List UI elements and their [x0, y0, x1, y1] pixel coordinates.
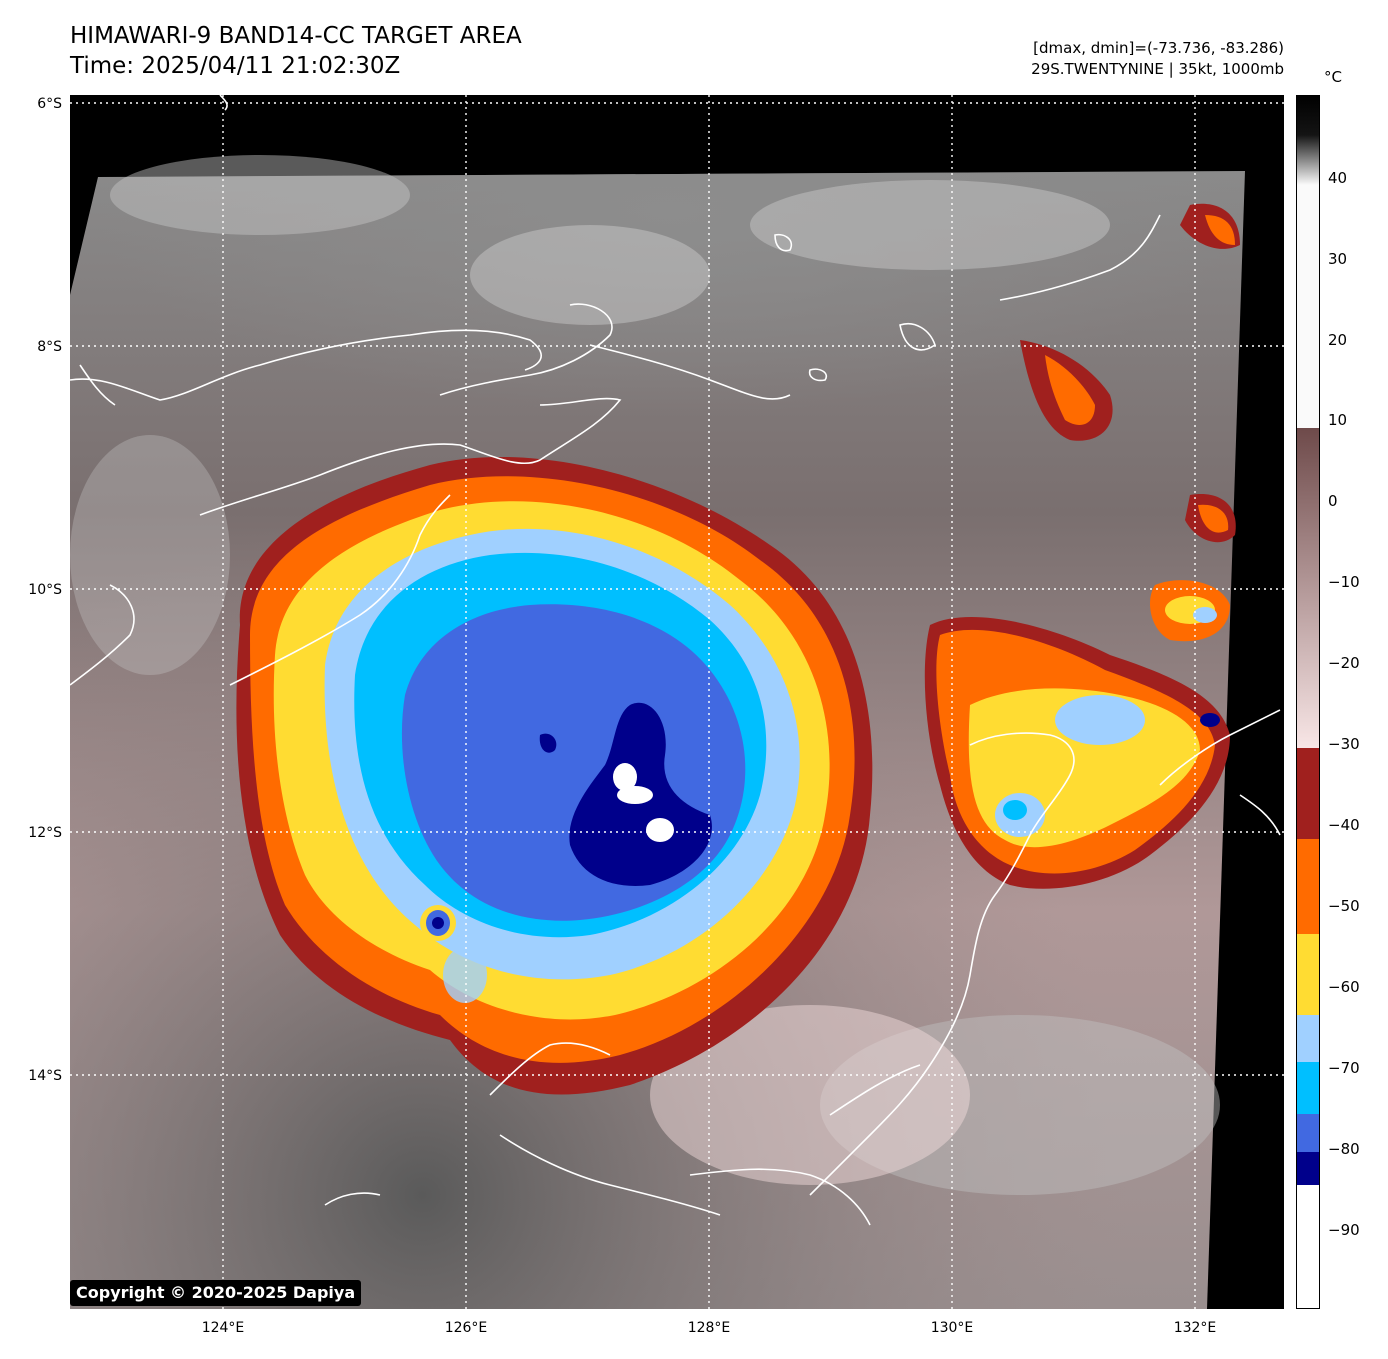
colorbar-tick-minus20: −20 — [1328, 654, 1360, 672]
coastlines — [70, 95, 1281, 1226]
dminmax-readout: [dmax, dmin]=(-73.736, -83.286) — [1033, 39, 1284, 57]
colorbar-tick-minus70: −70 — [1328, 1059, 1360, 1077]
colorbar-tick-minus10: −10 — [1328, 573, 1360, 591]
colorbar-tick-minus40: −40 — [1328, 816, 1360, 834]
colorbar-tick-minus30: −30 — [1328, 735, 1360, 753]
temperature-colorbar — [1296, 95, 1320, 1309]
lon-label-130e: 130°E — [930, 1320, 974, 1336]
colorbar-tick-20: 20 — [1328, 331, 1348, 349]
lon-label-128e: 128°E — [687, 1320, 731, 1336]
lat-label-12s: 12°S — [28, 825, 62, 841]
main-convection — [236, 456, 873, 1095]
colorbar-unit: °C — [1324, 68, 1342, 86]
colorbar-tick-40: 40 — [1328, 169, 1348, 187]
colorbar-tick-30: 30 — [1328, 250, 1348, 268]
northeast-convection — [1020, 203, 1240, 543]
colorbar-tick-0: 0 — [1328, 492, 1338, 510]
lon-label-124e: 124°E — [201, 1320, 245, 1336]
copyright-badge: Copyright © 2020-2025 Dapiya — [70, 1280, 362, 1306]
colorbar-tick-minus80: −80 — [1328, 1140, 1360, 1158]
lon-label-126e: 126°E — [444, 1320, 488, 1336]
colorbar-tick-minus50: −50 — [1328, 897, 1360, 915]
lat-label-10s: 10°S — [28, 582, 62, 598]
colorbar-tick-minus90: −90 — [1328, 1221, 1360, 1239]
title-line-2: Time: 2025/04/11 21:02:30Z — [70, 53, 401, 79]
lat-label-14s: 14°S — [28, 1068, 62, 1084]
east-convection — [924, 580, 1230, 889]
colorbar-tick-10: 10 — [1328, 411, 1348, 429]
gridlines — [70, 95, 1284, 1309]
colorbar-tick-minus60: −60 — [1328, 978, 1360, 996]
lon-label-132e: 132°E — [1173, 1320, 1217, 1336]
storm-info: 29S.TWENTYNINE | 35kt, 1000mb — [1031, 60, 1284, 78]
lat-label-6s: 6°S — [37, 96, 62, 112]
lat-label-8s: 8°S — [37, 339, 62, 355]
title-line-1: HIMAWARI-9 BAND14-CC TARGET AREA — [70, 23, 522, 49]
satellite-map — [70, 95, 1284, 1309]
